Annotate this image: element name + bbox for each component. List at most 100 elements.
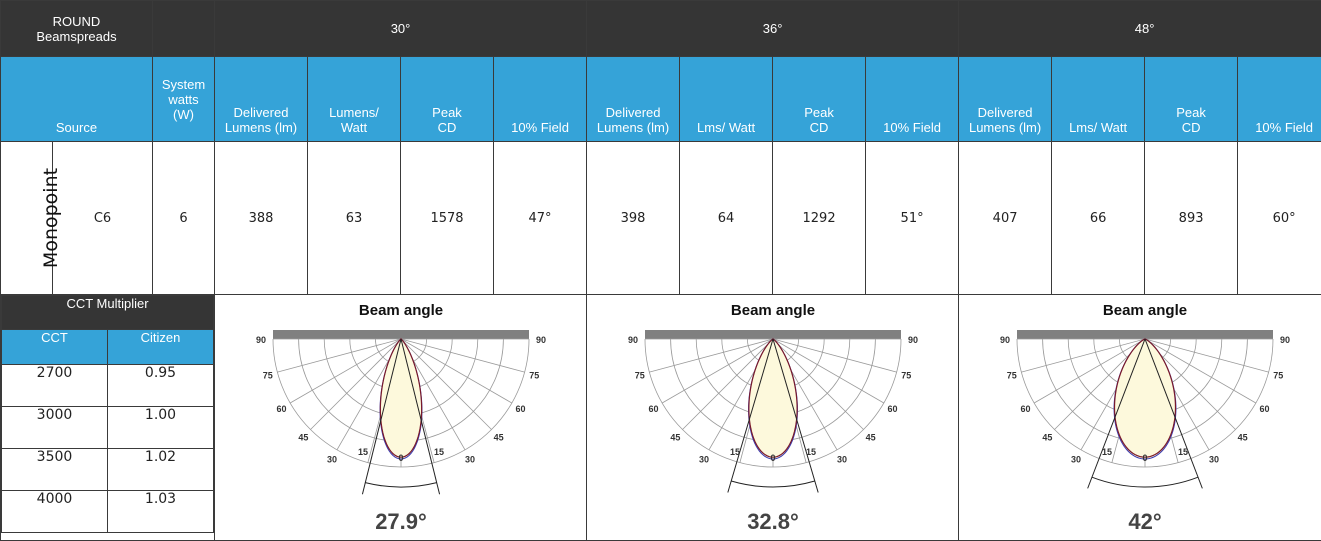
polar-top-bar bbox=[273, 330, 529, 339]
field-10-value: 60° bbox=[1238, 142, 1321, 295]
polar-tick-label: 30 bbox=[465, 455, 475, 465]
lumens-per-watt-header: Lumens/ Watt bbox=[308, 57, 401, 142]
polar-top-bar bbox=[1017, 330, 1273, 339]
header-row: ROUND Beamspreads 30° 36° 48° bbox=[1, 1, 1321, 57]
delivered-lumens-value: 407 bbox=[959, 142, 1052, 295]
polar-tick-label: 0 bbox=[398, 453, 403, 463]
polar-tick-label: 60 bbox=[888, 404, 898, 414]
field-10-value: 47° bbox=[494, 142, 587, 295]
beam-angle-value: 42° bbox=[1128, 509, 1161, 534]
beam-header-30: 30° bbox=[215, 1, 587, 57]
cct-value: 4000 bbox=[2, 491, 108, 533]
polar-tick-label: 15 bbox=[1102, 447, 1112, 457]
delivered-lumens-header: Delivered Lumens (lm) bbox=[587, 57, 680, 142]
beam-lobe-alt bbox=[1114, 339, 1176, 459]
polar-tick-label: 60 bbox=[1021, 404, 1031, 414]
field-10-value: 51° bbox=[866, 142, 959, 295]
cct-column-header: CCT bbox=[2, 330, 108, 365]
polar-tick-label: 45 bbox=[1238, 433, 1248, 443]
citizen-value: 0.95 bbox=[108, 365, 214, 407]
beam-angle-value: 32.8° bbox=[747, 509, 799, 534]
field-10-header: 10% Field bbox=[494, 57, 587, 142]
system-watts-header: System watts (W) bbox=[153, 57, 215, 142]
cct-value: 3500 bbox=[2, 449, 108, 491]
source-header: Source bbox=[1, 57, 153, 142]
citizen-value: 1.03 bbox=[108, 491, 214, 533]
beam-header-36: 36° bbox=[587, 1, 959, 57]
lumens-per-watt-header: Lms/ Watt bbox=[1052, 57, 1145, 142]
table-title: ROUND Beamspreads bbox=[1, 1, 153, 57]
field-10-header: 10% Field bbox=[1238, 57, 1321, 142]
cct-value: 3000 bbox=[2, 407, 108, 449]
polar-grid-ray bbox=[277, 339, 401, 372]
header-empty-cell bbox=[153, 1, 215, 57]
polar-top-bar bbox=[645, 330, 901, 339]
source-value: C6 bbox=[53, 142, 153, 295]
polar-tick-label: 0 bbox=[1143, 453, 1148, 463]
polar-tick-label: 30 bbox=[837, 455, 847, 465]
polar-tick-label: 90 bbox=[1000, 335, 1010, 345]
lumens-per-watt-value: 66 bbox=[1052, 142, 1145, 295]
family-label: Monopoint bbox=[40, 168, 62, 268]
peak-cd-value: 1578 bbox=[401, 142, 494, 295]
polar-grid-ray bbox=[401, 339, 525, 372]
polar-tick-label: 0 bbox=[771, 453, 776, 463]
beam-angle-value: 27.9° bbox=[375, 509, 427, 534]
polar-tick-label: 15 bbox=[1178, 447, 1188, 457]
subheader-row: Source System watts (W) Delivered Lumens… bbox=[1, 57, 1321, 142]
polar-tick-label: 30 bbox=[327, 455, 337, 465]
beam-angle-arc bbox=[365, 483, 436, 487]
polar-grid-ray bbox=[649, 339, 773, 372]
cct-cell: CCT Multiplier CCT Citizen 2700 0.95 300… bbox=[1, 295, 215, 541]
bottom-row: CCT Multiplier CCT Citizen 2700 0.95 300… bbox=[1, 295, 1321, 541]
polar-tick-label: 75 bbox=[901, 371, 911, 381]
beam-angle-arc bbox=[731, 481, 815, 487]
polar-tick-label: 75 bbox=[263, 371, 273, 381]
polar-tick-label: 30 bbox=[1209, 455, 1219, 465]
polar-tick-label: 15 bbox=[358, 447, 368, 457]
polar-tick-label: 45 bbox=[866, 433, 876, 443]
peak-cd-value: 1292 bbox=[773, 142, 866, 295]
delivered-lumens-header: Delivered Lumens (lm) bbox=[959, 57, 1052, 142]
polar-tick-label: 15 bbox=[806, 447, 816, 457]
beam-angle-title: Beam angle bbox=[1103, 302, 1187, 319]
lumens-per-watt-value: 63 bbox=[308, 142, 401, 295]
polar-tick-label: 45 bbox=[1042, 433, 1052, 443]
polar-tick-label: 75 bbox=[635, 371, 645, 381]
lumens-per-watt-value: 64 bbox=[680, 142, 773, 295]
polar-tick-label: 90 bbox=[256, 335, 266, 345]
delivered-lumens-value: 398 bbox=[587, 142, 680, 295]
polar-tick-label: 45 bbox=[670, 433, 680, 443]
cct-title: CCT Multiplier bbox=[2, 296, 214, 330]
table-row: 2700 0.95 bbox=[2, 365, 214, 407]
polar-tick-label: 90 bbox=[908, 335, 918, 345]
polar-tick-label: 30 bbox=[1071, 455, 1081, 465]
polar-tick-label: 90 bbox=[1280, 335, 1290, 345]
polar-tick-label: 75 bbox=[1007, 371, 1017, 381]
peak-cd-value: 893 bbox=[1145, 142, 1238, 295]
beam-lobe-alt bbox=[749, 339, 798, 459]
delivered-lumens-header: Delivered Lumens (lm) bbox=[215, 57, 308, 142]
family-cell: Monopoint bbox=[1, 142, 53, 295]
beam-header-48: 48° bbox=[959, 1, 1321, 57]
citizen-value: 1.00 bbox=[108, 407, 214, 449]
peak-cd-header: Peak CD bbox=[1145, 57, 1238, 142]
polar-tick-label: 30 bbox=[699, 455, 709, 465]
polar-grid-ray bbox=[773, 339, 897, 372]
beam-angle-arc bbox=[1092, 477, 1198, 487]
polar-tick-label: 15 bbox=[434, 447, 444, 457]
peak-cd-header: Peak CD bbox=[401, 57, 494, 142]
delivered-lumens-value: 388 bbox=[215, 142, 308, 295]
polar-tick-label: 60 bbox=[1260, 404, 1270, 414]
polar-tick-label: 60 bbox=[649, 404, 659, 414]
polar-tick-label: 45 bbox=[494, 433, 504, 443]
data-row: Monopoint C6 6 388 63 1578 47° 398 64 12… bbox=[1, 142, 1321, 295]
polar-tick-label: 60 bbox=[515, 404, 525, 414]
